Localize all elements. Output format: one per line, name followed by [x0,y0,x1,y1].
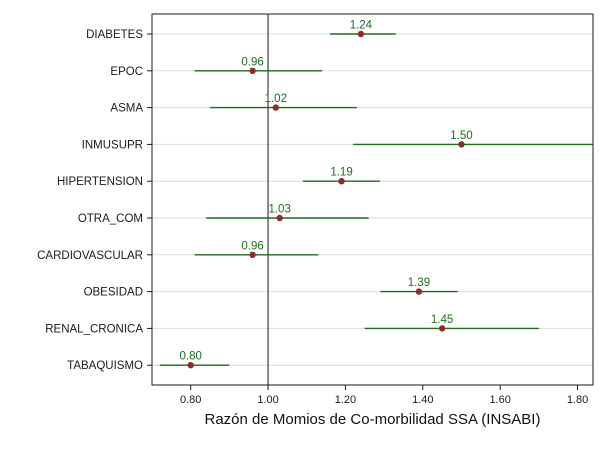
x-tick-label: 1.20 [335,394,356,406]
confidence-intervals [159,33,593,366]
point-estimate [249,67,256,75]
estimate-value-label: 0.80 [179,351,201,363]
category-label: CARDIOVASCULAR [37,250,143,262]
category-label: DIABETES [86,29,143,41]
point-estimate [438,325,446,332]
x-axis-ticks: 0.80 1.00 1.20 1.40 1.60 1.80 [180,385,588,406]
point-estimate [357,30,365,38]
estimate-value-label: 1.39 [408,277,430,289]
x-tick-label: 1.80 [567,394,588,406]
x-axis-title: Razón de Momios de Co-morbilidad SSA (IN… [205,411,541,428]
estimate-value-label: 0.96 [241,240,263,252]
point-estimates [187,30,465,369]
point-estimate [415,288,423,295]
x-tick-label: 1.00 [257,394,278,406]
category-label: ASMA [110,103,143,115]
estimate-value-label: 1.19 [330,167,352,179]
estimate-value-label: 1.45 [431,314,453,326]
point-estimate [272,104,279,111]
estimate-value-label: 0.96 [241,56,263,68]
x-tick-label: 0.80 [180,394,201,406]
category-label: OTRA_COM [78,213,143,225]
estimate-value-label: 1.24 [350,20,373,32]
category-label: HIPERTENSION [57,176,143,188]
point-estimate [187,362,194,369]
gridlines [152,33,593,366]
plot-border [151,13,594,386]
plot-frame [151,13,594,386]
category-label: RENAL_CRONICA [45,323,143,335]
category-label: OBESIDAD [84,287,143,299]
value-labels: 1.24 0.96 1.02 1.50 1.19 1.03 0.96 1.39 1.45 0.80 [179,20,472,363]
point-estimate [338,178,345,185]
point-estimate [276,214,283,222]
estimate-value-label: 1.03 [268,204,290,216]
category-label: EPOC [110,66,143,78]
category-labels: DIABETES EPOC ASMA INMUSUPR HIPERTENSION OTRA… [37,29,152,372]
category-label: TABAQUISMO [67,360,143,372]
x-tick-label: 1.60 [489,394,510,406]
estimate-value-label: 1.50 [450,130,472,142]
point-estimate [458,141,465,148]
estimate-value-label: 1.02 [265,93,287,105]
x-tick-label: 1.40 [412,394,433,406]
point-estimate [249,251,256,258]
category-label: INMUSUPR [82,139,143,151]
